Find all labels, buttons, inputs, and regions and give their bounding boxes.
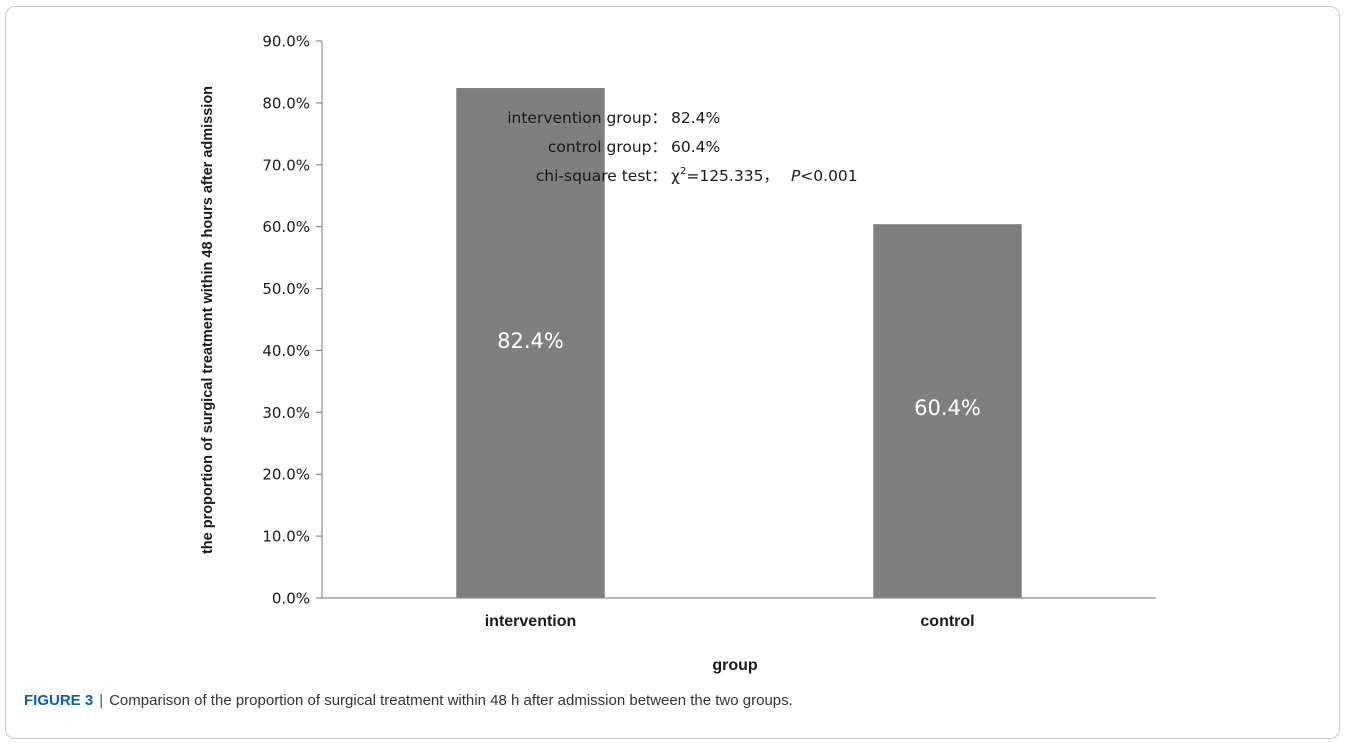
annotation-intervention-label: intervention group： — [507, 109, 667, 127]
y-axis-label: the proportion of surgical treatment wit… — [200, 86, 216, 554]
annotation-control-value: 60.4% — [671, 138, 720, 156]
y-tick-label: 80.0% — [262, 94, 310, 112]
bar-intervention — [456, 88, 605, 598]
annotation-intervention-value: 82.4% — [671, 109, 720, 127]
y-tick-label: 10.0% — [262, 528, 310, 546]
figure-label: FIGURE 3 — [24, 692, 94, 709]
y-tick-label: 50.0% — [262, 280, 310, 298]
y-tick-label: 40.0% — [262, 342, 310, 360]
x-axis-categories: intervention control — [485, 613, 975, 630]
y-axis-ticks: 0.0% 10.0% 20.0% 30.0% 40.0% 50.0% 60.0% 70.0% 8… — [262, 33, 322, 608]
annotation-p-symbol: P — [791, 167, 801, 185]
statistics-annotation: intervention group： 82.4% control group：… — [507, 109, 857, 185]
x-category-label: intervention — [485, 613, 577, 630]
annotation-test-result: χ2=125.335， P<0.001 — [671, 166, 858, 185]
bar-value-label: 60.4% — [914, 396, 981, 420]
y-tick-label: 0.0% — [272, 590, 310, 608]
annotation-chi-superscript: 2 — [680, 166, 686, 177]
caption-separator: | — [99, 692, 104, 709]
annotation-control-label: control group： — [548, 138, 667, 156]
annotation-test-label: chi-square test： — [536, 167, 667, 185]
bar-control — [873, 224, 1022, 599]
figure-caption: FIGURE 3 | Comparison of the proportion of… — [24, 692, 793, 709]
annotation-p-value: <0.001 — [800, 167, 857, 185]
figure-frame — [5, 6, 1340, 739]
y-tick-label: 60.0% — [262, 218, 310, 236]
bar-value-label: 82.4% — [497, 329, 564, 353]
annotation-chi-symbol: χ — [671, 167, 680, 185]
x-category-label: control — [920, 613, 974, 630]
caption-text: Comparison of the proportion of surgical… — [109, 692, 793, 709]
x-axis-label: group — [712, 657, 758, 674]
y-tick-label: 20.0% — [262, 466, 310, 484]
annotation-chi-statistic: =125.335， — [686, 167, 779, 185]
y-tick-label: 90.0% — [262, 33, 310, 51]
bars: 82.4% 60.4% — [456, 88, 1022, 599]
y-tick-label: 30.0% — [262, 404, 310, 422]
bar-chart: 0.0% 10.0% 20.0% 30.0% 40.0% 50.0% 60.0% 70.0% 8… — [200, 33, 1156, 674]
y-tick-label: 70.0% — [262, 156, 310, 174]
